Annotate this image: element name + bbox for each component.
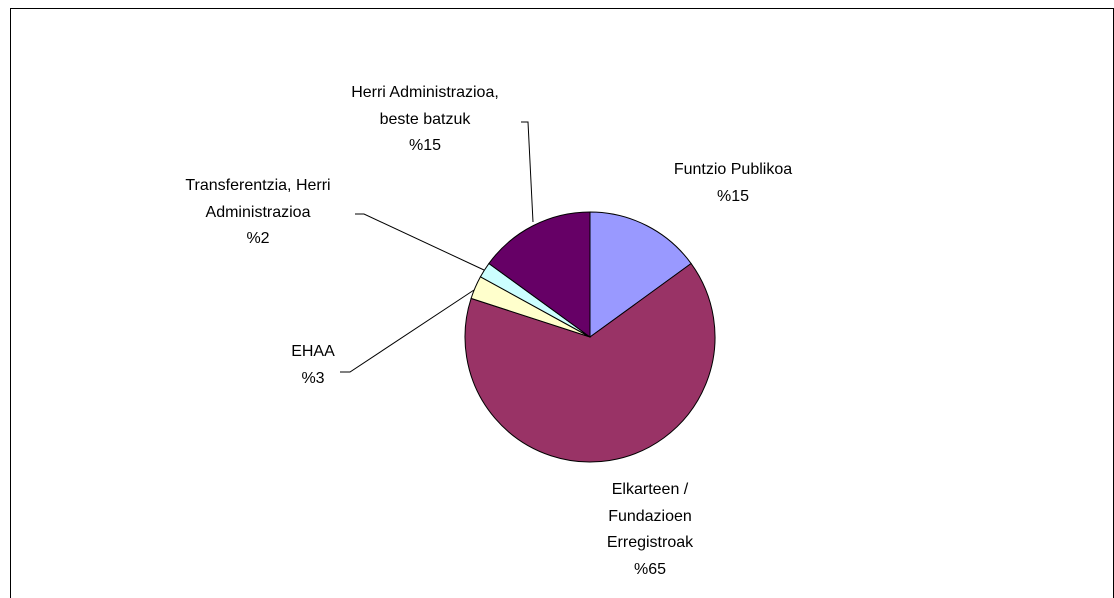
pie-slice [464, 262, 716, 463]
leader-line [340, 289, 475, 373]
data-label: Funtzio Publikoa %15 [633, 157, 833, 210]
slice-name: Herri Administrazioa, beste batzuk [351, 84, 499, 128]
slice-name: EHAA [291, 343, 335, 360]
slice-name: Transferentzia, Herri Administrazioa [185, 177, 331, 221]
data-label: Transferentzia, Herri Administrazioa %2 [168, 173, 348, 253]
leader-line [521, 121, 534, 223]
slice-value: %3 [301, 369, 325, 387]
slice-value: %15 [408, 137, 442, 154]
pie-slice [488, 211, 591, 338]
leader-line [355, 213, 485, 271]
slice-name: Elkarteen / Fundazioen Erregistroak [606, 481, 694, 551]
slice-value: %15 [716, 187, 750, 205]
slice-value: %2 [246, 230, 270, 247]
data-label: Elkarteen / Fundazioen Erregistroak %65 [595, 477, 705, 583]
data-label: EHAA %3 [273, 339, 353, 392]
data-label: Herri Administrazioa, beste batzuk %15 [340, 80, 510, 160]
slice-name: Funtzio Publikoa [673, 161, 793, 178]
pie-slice [589, 211, 692, 338]
slice-value: %65 [633, 560, 667, 578]
